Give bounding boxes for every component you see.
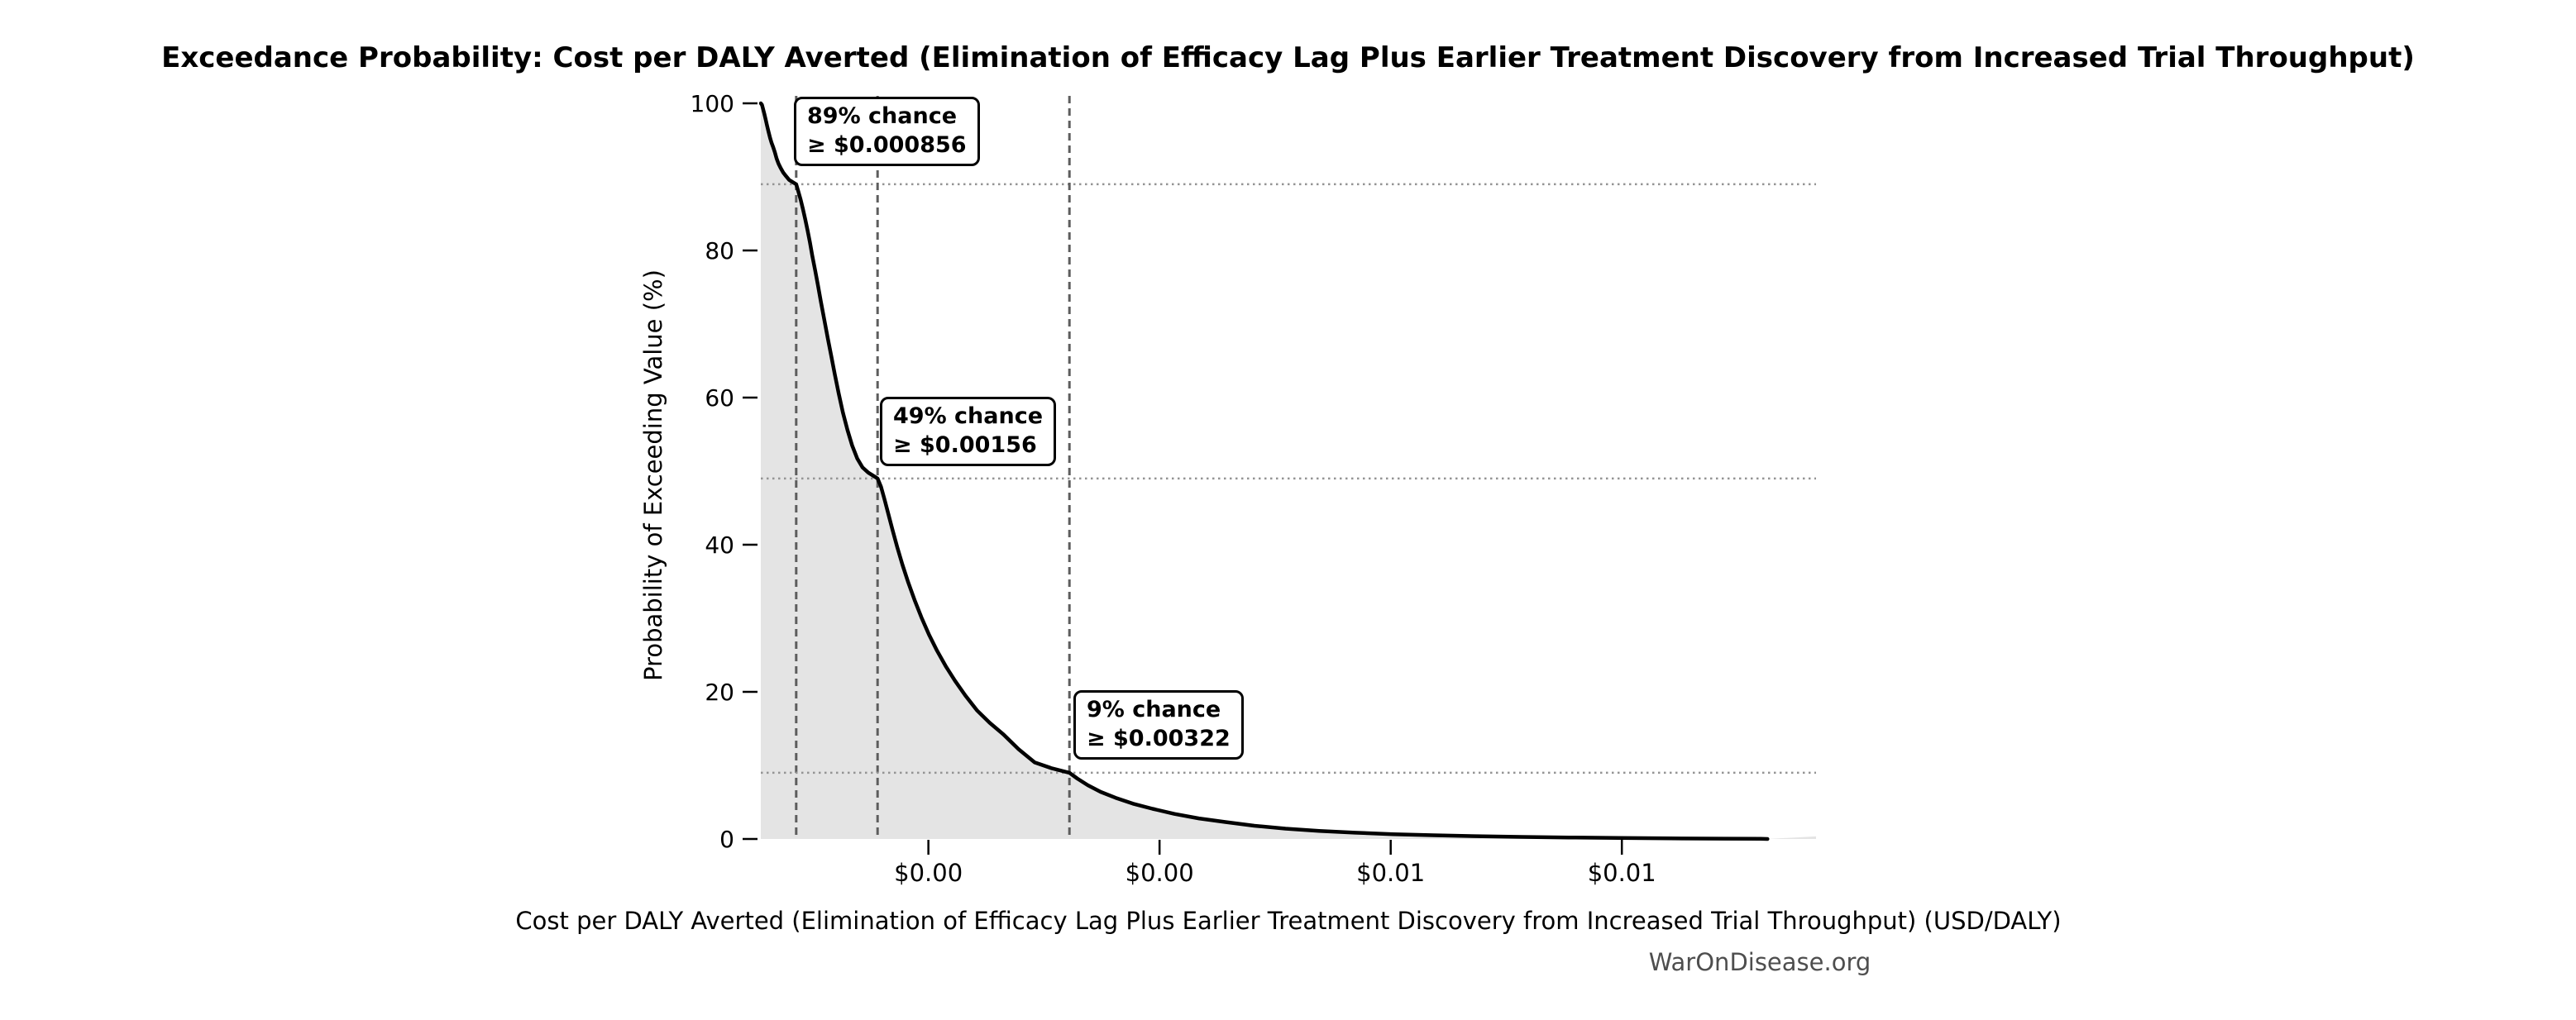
annotation-line2: ≥ $0.000856 — [807, 132, 967, 158]
exceedance-curve — [758, 101, 1770, 841]
annotation-line1: 9% chance — [1087, 697, 1221, 722]
annotation-box-89pct: 89% chance ≥ $0.000856 — [794, 97, 980, 166]
y-tick-label: 20 — [705, 679, 734, 706]
annotation-line2: ≥ $0.00156 — [893, 432, 1037, 458]
x-tick-label: $0.01 — [1356, 859, 1425, 887]
x-tick-label: $0.00 — [1126, 859, 1194, 887]
annotation-line1: 49% chance — [893, 403, 1044, 429]
y-axis-label: Probability of Exceeding Value (%) — [639, 269, 667, 681]
y-tick-label: 100 — [691, 90, 734, 117]
annotation-box-9pct: 9% chance ≥ $0.00322 — [1073, 690, 1244, 760]
y-tick-label: 80 — [705, 237, 734, 265]
x-tick-label: $0.00 — [894, 859, 963, 887]
x-tick-label: $0.01 — [1588, 859, 1656, 887]
watermark-text: WarOnDisease.org — [1648, 948, 1871, 976]
annotation-box-49pct: 49% chance ≥ $0.00156 — [880, 397, 1057, 466]
y-tick-label: 40 — [705, 531, 734, 559]
annotation-line1: 89% chance — [807, 103, 958, 129]
y-tick-label: 0 — [719, 826, 734, 853]
annotation-line2: ≥ $0.00322 — [1087, 726, 1231, 751]
chart-title: Exceedance Probability: Cost per DALY Av… — [161, 41, 2415, 74]
x-axis-label: Cost per DALY Averted (Elimination of Ef… — [515, 907, 2062, 935]
y-tick-label: 60 — [705, 384, 734, 412]
area-fill — [761, 103, 1816, 839]
